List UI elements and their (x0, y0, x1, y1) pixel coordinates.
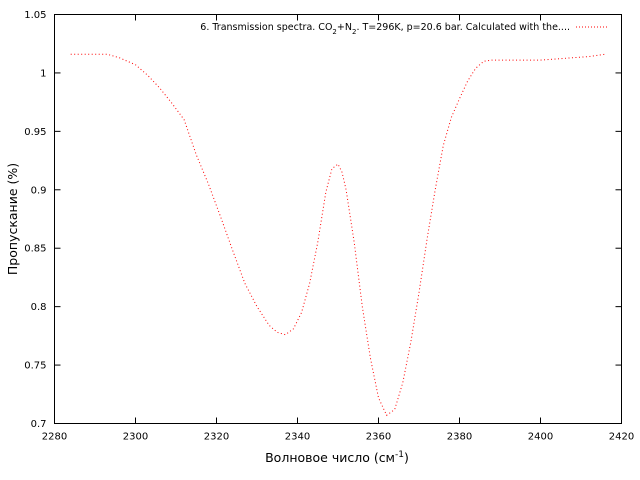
y-tick-label: 0.7 (31, 419, 47, 430)
legend-text-part: +N (337, 22, 352, 33)
series-line (70, 53, 606, 417)
legend: 6. Transmission spectra. CO2+N2. T=296K,… (200, 22, 607, 36)
x-tick-label: 2340 (285, 432, 310, 443)
x-tick-label: 2420 (609, 432, 634, 443)
x-tick-label: 2320 (204, 432, 229, 443)
x-axis: 2280 2300 2320 2340 2360 2380 2400 2420 (42, 14, 634, 443)
legend-text-part: . T=296K, p=20.6 bar. Calculated with th… (356, 22, 570, 33)
x-tick-label: 2360 (366, 432, 391, 443)
y-tick-label: 0.8 (31, 302, 47, 313)
legend-subscript: 2 (352, 28, 356, 36)
x-axis-title-superscript: -1 (395, 450, 404, 460)
legend-subscript: 2 (332, 28, 336, 36)
y-tick-label: 0.95 (24, 127, 46, 138)
x-tick-label: 2280 (42, 432, 67, 443)
plot-area (54, 14, 622, 424)
x-tick-label: 2400 (528, 432, 553, 443)
y-tick-label: 1 (40, 68, 46, 79)
legend-text-part: 6. Transmission spectra. CO (200, 22, 332, 33)
y-tick-label: 1.05 (24, 10, 46, 21)
y-tick-label: 0.9 (31, 185, 47, 196)
series-layer (70, 53, 606, 417)
y-tick-label: 0.75 (24, 361, 46, 372)
x-axis-title-main: Волновое число (см (265, 450, 395, 465)
x-tick-label: 2380 (447, 432, 472, 443)
x-axis-title: Волновое число (см-1) (265, 450, 409, 465)
x-axis-title-close: ) (404, 450, 409, 465)
x-tick-label: 2300 (123, 432, 148, 443)
legend-label: 6. Transmission spectra. CO2+N2. T=296K,… (200, 22, 570, 36)
y-axis-title: Пропускание (%) (5, 163, 20, 275)
y-axis: 0.7 0.75 0.8 0.85 0.9 0.95 1 1.05 (24, 10, 622, 430)
y-tick-label: 0.85 (24, 244, 46, 255)
